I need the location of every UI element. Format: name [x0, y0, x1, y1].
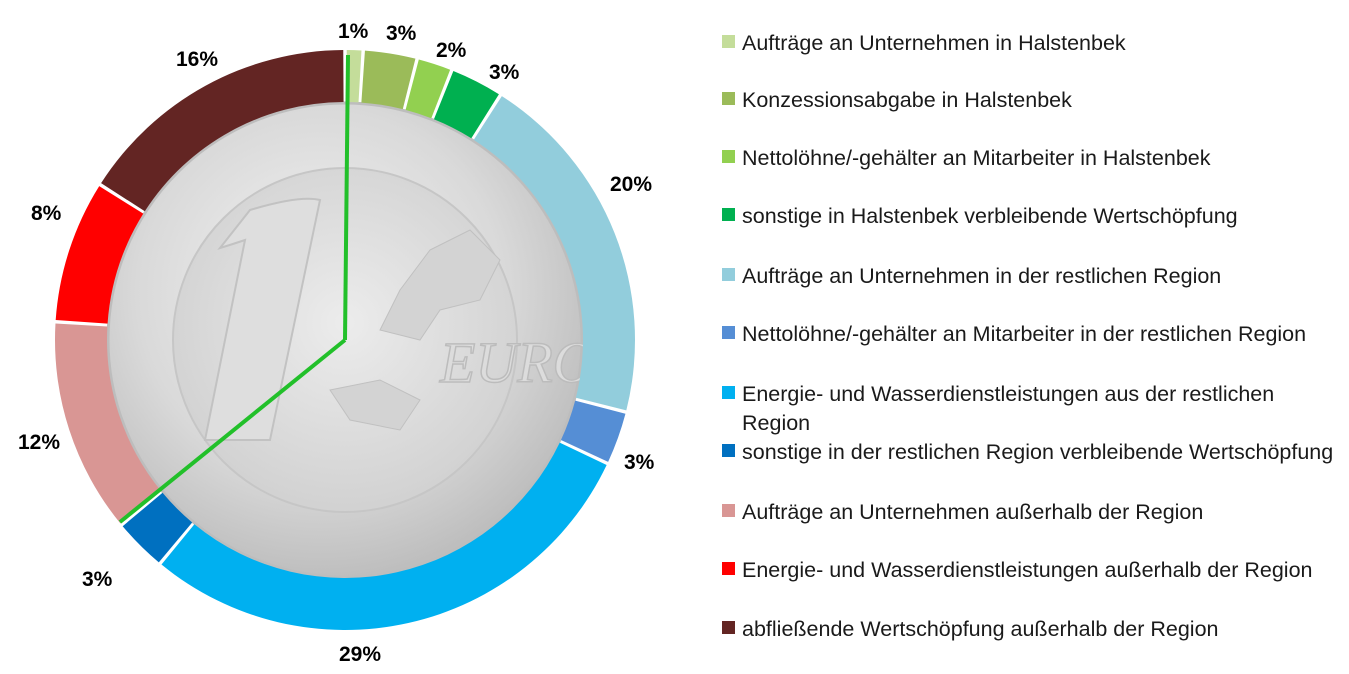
- legend-swatch-4: [722, 268, 735, 281]
- donut-slice-0: [346, 50, 362, 103]
- pct-label-3: 3%: [489, 61, 520, 84]
- legend-swatch-1: [722, 92, 735, 105]
- pct-label-10: 16%: [176, 48, 218, 71]
- legend-item-6: Energie- und Wasserdienstleistungen aus …: [722, 380, 1342, 438]
- legend-item-10: abfließende Wertschöpfung außerhalb der …: [722, 615, 1342, 644]
- legend-item-4: Aufträge an Unternehmen in der restliche…: [722, 262, 1342, 291]
- pct-label-4: 20%: [610, 173, 652, 196]
- donut-slice-4: [473, 96, 635, 411]
- divider-line-top: [343, 54, 350, 341]
- legend-label-1: Konzessionsabgabe in Halstenbek: [742, 88, 1072, 112]
- pct-label-9: 8%: [31, 202, 62, 225]
- divider-line-lower-left: [118, 338, 347, 524]
- legend-item-0: Aufträge an Unternehmen in Halstenbek: [722, 29, 1342, 58]
- donut-slices: [55, 50, 635, 630]
- legend-swatch-7: [722, 444, 735, 457]
- legend-swatch-9: [722, 562, 735, 575]
- donut-chart: EURO 1% 3% 2% 3% 20% 3% 29% 3% 12% 8% 16…: [18, 20, 655, 666]
- donut-slice-7: [122, 492, 193, 563]
- donut-slice-10: [101, 50, 344, 212]
- donut-slice-5: [560, 400, 626, 462]
- legend-swatch-2: [722, 150, 735, 163]
- legend-swatch-3: [722, 208, 735, 221]
- legend-label-7: sonstige in der restlichen Region verble…: [742, 440, 1334, 464]
- segment-divider-lines: [118, 54, 350, 524]
- pct-label-7: 3%: [82, 568, 113, 591]
- legend-label-4: Aufträge an Unternehmen in der restliche…: [742, 264, 1222, 288]
- svg-text:EURO: EURO: [439, 330, 595, 395]
- legend-label-9: Energie- und Wasserdienstleistungen auße…: [742, 558, 1313, 582]
- pct-label-5: 3%: [624, 451, 655, 474]
- pct-label-6: 29%: [339, 643, 381, 666]
- legend-swatch-6: [722, 386, 735, 399]
- legend-item-8: Aufträge an Unternehmen außerhalb der Re…: [722, 498, 1342, 527]
- legend-item-1: Konzessionsabgabe in Halstenbek: [722, 86, 1342, 115]
- percentage-labels: 1% 3% 2% 3% 20% 3% 29% 3% 12% 8% 16%: [18, 20, 655, 666]
- legend-swatch-5: [722, 326, 735, 339]
- pct-label-1: 3%: [386, 22, 417, 45]
- pct-label-2: 2%: [436, 39, 467, 62]
- legend-label-2: Nettolöhne/-gehälter an Mitarbeiter in H…: [742, 146, 1211, 170]
- legend-swatch-8: [722, 504, 735, 517]
- legend-item-3: sonstige in Halstenbek verbleibende Wert…: [722, 202, 1342, 231]
- pct-label-8: 12%: [18, 431, 60, 454]
- legend: Aufträge an Unternehmen in Halstenbek Ko…: [722, 0, 1342, 674]
- donut-slice-3: [433, 71, 499, 139]
- legend-label-3: sonstige in Halstenbek verbleibende Wert…: [742, 204, 1238, 228]
- legend-label-5: Nettolöhne/-gehälter an Mitarbeiter in d…: [742, 322, 1307, 346]
- legend-label-10: abfließende Wertschöpfung außerhalb der …: [742, 617, 1219, 641]
- legend-label-0: Aufträge an Unternehmen in Halstenbek: [742, 31, 1126, 55]
- legend-item-7: sonstige in der restlichen Region verble…: [722, 438, 1342, 467]
- donut-slice-1: [361, 50, 416, 110]
- donut-slice-9: [55, 186, 144, 324]
- donut-slice-8: [55, 323, 161, 524]
- legend-label-6: Energie- und Wasserdienstleistungen aus …: [742, 382, 1275, 435]
- donut-slice-2: [405, 59, 451, 119]
- donut-slice-6: [161, 442, 607, 630]
- legend-swatch-0: [722, 35, 735, 48]
- legend-item-2: Nettolöhne/-gehälter an Mitarbeiter in H…: [722, 144, 1342, 173]
- legend-swatch-10: [722, 621, 735, 634]
- legend-item-5: Nettolöhne/-gehälter an Mitarbeiter in d…: [722, 320, 1342, 349]
- pct-label-0: 1%: [338, 20, 369, 43]
- legend-item-9: Energie- und Wasserdienstleistungen auße…: [722, 556, 1342, 585]
- legend-label-8: Aufträge an Unternehmen außerhalb der Re…: [742, 500, 1204, 524]
